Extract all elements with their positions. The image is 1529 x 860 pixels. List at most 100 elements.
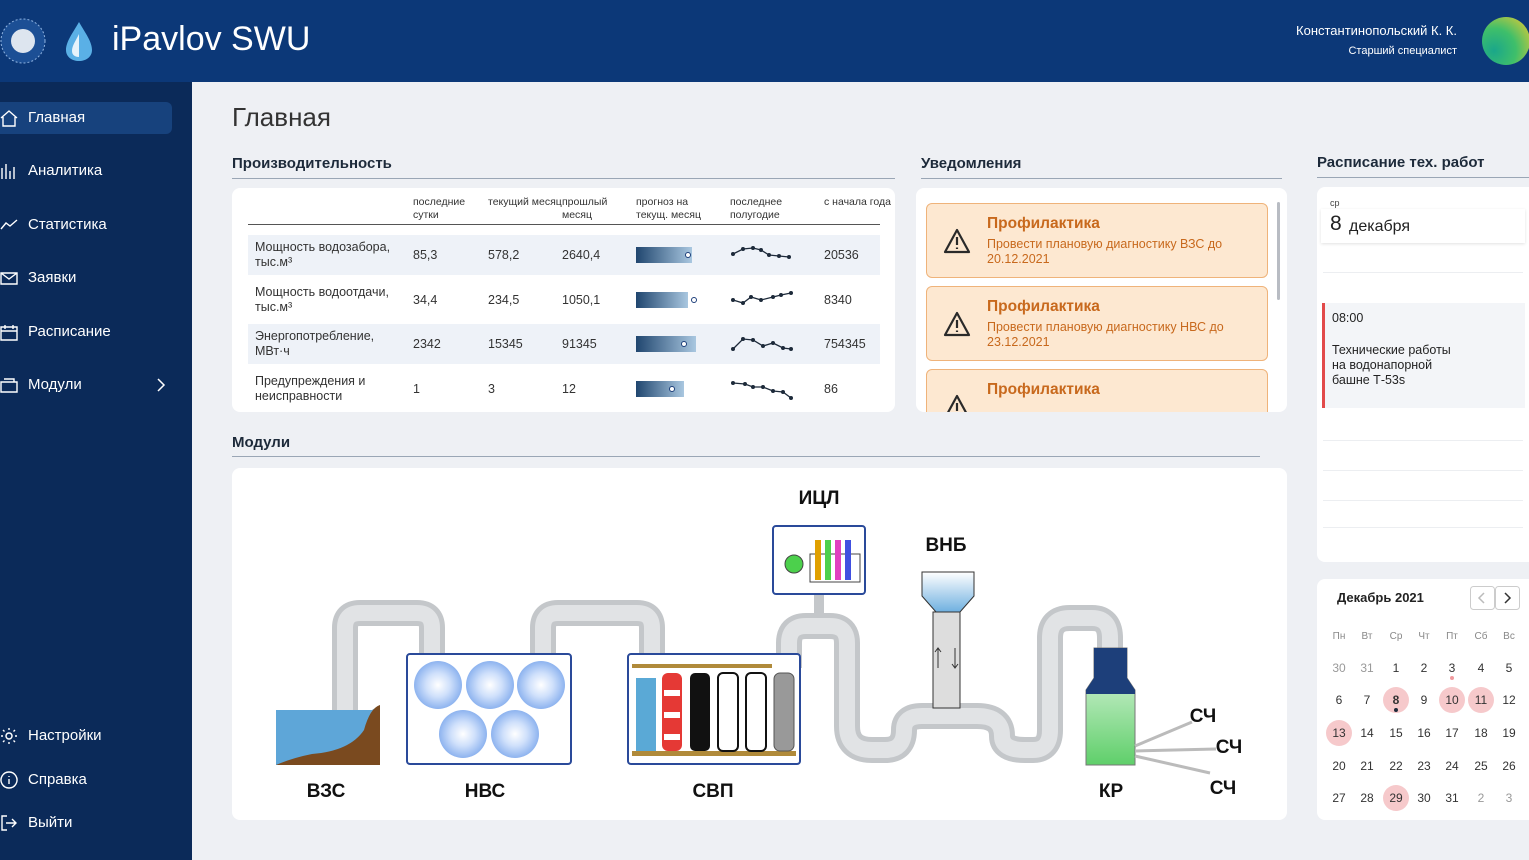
nav-item[interactable]: Справка (0, 764, 172, 796)
cell: 1050,1 (562, 292, 601, 307)
next-month[interactable] (1495, 586, 1520, 610)
calendar-day[interactable]: 10 (1439, 687, 1465, 713)
nav-item[interactable]: Выйти (0, 807, 172, 839)
nav-item[interactable]: Модули (0, 369, 172, 401)
tank (466, 661, 514, 709)
calendar-day[interactable]: 23 (1417, 759, 1431, 773)
tank (414, 661, 462, 709)
beam (632, 751, 796, 756)
calendar-day[interactable]: 19 (1502, 726, 1516, 740)
calendar-day[interactable]: 6 (1335, 693, 1343, 707)
cell: 8340 (824, 292, 852, 307)
grid-line (1323, 470, 1523, 471)
cell: 1 (413, 381, 420, 396)
calendar-day[interactable]: 4 (1477, 661, 1485, 675)
bar (636, 380, 684, 397)
sparkline (731, 380, 793, 400)
calendar-day[interactable]: 26 (1502, 759, 1516, 773)
spark-dot (731, 347, 735, 351)
weekday: Сб (1474, 631, 1488, 642)
stripe (664, 712, 680, 718)
calendar-day[interactable]: 2 (1420, 661, 1428, 675)
forecast-bar (636, 291, 697, 308)
nav-item[interactable]: Настройки (0, 720, 172, 752)
calendar-day[interactable]: 3 (1505, 791, 1513, 805)
nav-label: Расписание (28, 323, 111, 340)
prev-month[interactable] (1470, 586, 1495, 610)
forecast-bar (636, 336, 696, 352)
scrollbar[interactable] (1277, 202, 1280, 300)
weekday: Вс (1503, 631, 1515, 642)
calendar-day[interactable]: 17 (1445, 726, 1459, 740)
notification-title: Профилактика (987, 298, 1100, 315)
calendar-day[interactable]: 31 (1360, 661, 1374, 675)
calendar-day[interactable]: 11 (1468, 687, 1494, 713)
vnb (921, 571, 975, 709)
calendar-day[interactable]: 20 (1332, 759, 1346, 773)
nav-item[interactable]: Статистика (0, 209, 172, 241)
notification[interactable]: Профилактика Провести плановую диагностик… (926, 286, 1268, 361)
calendar-day[interactable]: 30 (1417, 791, 1431, 805)
nav-icon (0, 272, 18, 285)
calendar-day[interactable]: 24 (1445, 759, 1459, 773)
calendar-day[interactable]: 28 (1360, 791, 1374, 805)
calendar-day[interactable]: 27 (1332, 791, 1346, 805)
calendar-title: Декабрь 2021 (1337, 590, 1424, 605)
flask (784, 554, 804, 574)
calendar-day[interactable]: 1 (1392, 661, 1400, 675)
calendar-day[interactable]: 18 (1474, 726, 1488, 740)
calendar-day[interactable]: 29 (1383, 785, 1409, 811)
row-label: Мощность водоотдачи, тыс.м³ (255, 284, 389, 314)
calendar-day[interactable]: 30 (1332, 661, 1346, 675)
beam (632, 664, 772, 668)
calendar-day[interactable]: 16 (1417, 726, 1431, 740)
vzs (276, 705, 380, 765)
calendar-day[interactable]: 31 (1445, 791, 1459, 805)
tank (517, 661, 565, 709)
marker (681, 341, 687, 347)
notification[interactable]: Профилактика (926, 369, 1268, 412)
spark-dot (771, 341, 775, 345)
calendar-day[interactable]: 12 (1502, 693, 1516, 707)
tank (439, 710, 487, 758)
calendar-day[interactable]: 5 (1505, 661, 1513, 675)
sparkline (731, 246, 791, 259)
calendar-day[interactable]: 2 (1477, 791, 1485, 805)
avatar[interactable] (1482, 17, 1529, 65)
nav-icon (1, 728, 17, 744)
column (773, 672, 795, 752)
marker (685, 252, 691, 258)
nav-icon (1, 815, 17, 831)
nav-icon (0, 110, 18, 127)
calendar-day[interactable]: 25 (1474, 759, 1488, 773)
notification[interactable]: Профилактика Провести плановую диагностик… (926, 203, 1268, 278)
nav-item[interactable]: Главная (0, 102, 172, 134)
grid-line (1323, 272, 1523, 273)
bar (636, 336, 696, 352)
calendar-day[interactable]: 21 (1360, 759, 1374, 773)
nav-label: Аналитика (28, 162, 103, 179)
icon-shape (0, 378, 18, 393)
calendar-day[interactable]: 9 (1420, 693, 1428, 707)
calendar-day[interactable]: 3 (1448, 661, 1456, 675)
divider (921, 178, 1282, 179)
spark-dot (741, 247, 745, 251)
cell: 3 (488, 381, 495, 396)
calendar-day[interactable]: 14 (1360, 726, 1374, 740)
triangle (943, 311, 971, 337)
calendar-day[interactable]: 15 (1389, 726, 1403, 740)
spark-dot (779, 292, 783, 297)
event[interactable]: 08:00 Технические работы на водонапорной… (1322, 303, 1525, 408)
user-role: Старший специалист (1348, 45, 1457, 57)
calendar-day[interactable]: 7 (1363, 693, 1371, 707)
calendar-day[interactable]: 13 (1326, 720, 1352, 746)
nav-item[interactable]: Заявки (0, 262, 172, 294)
forecast-bar (636, 380, 684, 397)
calendar-day[interactable]: 22 (1389, 759, 1403, 773)
nav-item[interactable]: Расписание (0, 316, 172, 348)
pipe (781, 610, 1118, 758)
nav-item[interactable]: Аналитика (0, 155, 172, 187)
warning-icon (943, 228, 971, 254)
nav-label: Справка (28, 771, 87, 788)
kr (1085, 647, 1217, 775)
